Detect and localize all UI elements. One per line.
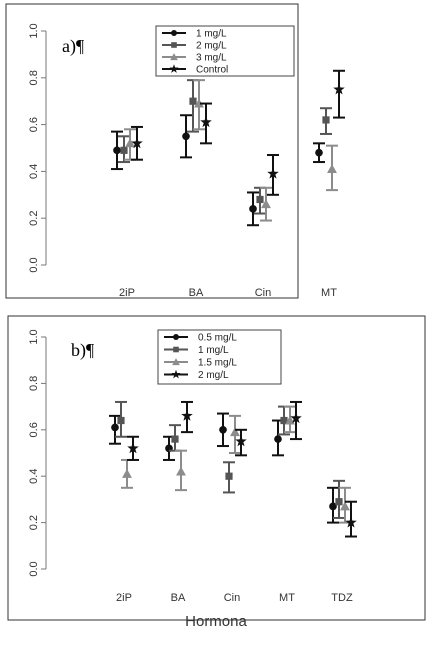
data-point [340, 501, 350, 511]
data-point [322, 116, 330, 124]
legend-marker [170, 53, 178, 61]
legend-marker [173, 334, 179, 340]
y-tick-label: 0.8 [28, 70, 40, 85]
y-tick-label: 0.4 [28, 469, 40, 484]
data-point [194, 98, 204, 108]
panel-label: b)¶ [71, 340, 94, 361]
legend-label: Control [196, 65, 228, 76]
series-1 [109, 412, 339, 524]
chart-panel-2: 0.0 0.2 0.4 0.6 0.8 1.0 2iP BA Cin MT TDZ Hormona b)… [7, 315, 426, 630]
legend-marker [171, 42, 177, 48]
chart-panel-1: 0.0 0.2 0.4 0.6 0.8 1.0 2iP BA Cin MT a)¶ 1 mg/L2 m… [5, 3, 345, 299]
y-tick-label: 0.6 [28, 422, 40, 437]
legend-label: 3 mg/L [196, 53, 227, 64]
legend-label: 1 mg/L [196, 29, 227, 40]
series-3 [121, 405, 351, 524]
panel-label: a)¶ [62, 36, 84, 57]
data-point [200, 116, 212, 128]
legend-label: 1 mg/L [198, 345, 229, 356]
x-tick-label: 2iP [119, 287, 135, 299]
data-point [274, 435, 282, 443]
data-point [171, 435, 179, 443]
data-point [120, 146, 128, 154]
data-point [235, 435, 247, 447]
legend-marker [173, 346, 179, 353]
legend-marker [171, 30, 177, 36]
y-tick-label: 0.4 [28, 164, 40, 179]
data-point [113, 146, 121, 155]
legend-box [155, 25, 295, 77]
series-3 [124, 79, 338, 222]
y-tick-label: 0.6 [28, 117, 40, 132]
data-point [335, 498, 343, 506]
x-tick-label: BA [171, 592, 186, 604]
data-point [230, 427, 240, 437]
data-point [267, 167, 279, 179]
data-point [122, 468, 132, 478]
y-tick-label: 1.0 [28, 23, 40, 38]
data-point [219, 425, 227, 434]
data-point [181, 409, 193, 421]
series-2 [118, 79, 332, 215]
y-tick-label: 0.8 [28, 376, 40, 391]
x-tick-label: Cin [255, 287, 272, 299]
data-point [127, 442, 139, 454]
x-tick-label: MT [279, 592, 295, 604]
data-point [329, 502, 337, 511]
data-point [117, 416, 125, 425]
series-2 [115, 400, 345, 519]
legend-marker [169, 64, 179, 73]
x-tick-label: 2iP [116, 592, 132, 604]
chart-frame [5, 3, 299, 299]
y-tick-label: 0.0 [28, 561, 40, 576]
data-point [290, 412, 302, 424]
legend: 0.5 mg/L1 mg/L 1.5 mg/L2 mg/L [157, 329, 282, 385]
x-tick-label: TDZ [331, 592, 353, 604]
legend-label: 1.5 mg/L [198, 358, 237, 369]
data-point [315, 148, 323, 157]
data-point [285, 415, 295, 425]
y-tick-label: 1.0 [28, 329, 40, 344]
x-axis-label: Hormona [185, 613, 247, 630]
data-point [182, 132, 190, 141]
data-point [176, 466, 186, 476]
data-point [225, 472, 233, 480]
series-1 [111, 114, 325, 227]
data-point [345, 516, 357, 528]
data-point [261, 199, 271, 209]
data-point [256, 195, 264, 204]
legend-label: 0.5 mg/L [198, 333, 237, 344]
data-point [333, 83, 345, 95]
data-point [111, 423, 119, 432]
data-point [249, 205, 257, 213]
data-point [280, 416, 288, 425]
x-tick-label: MT [321, 287, 337, 299]
data-point [327, 164, 337, 174]
legend-marker [172, 358, 180, 366]
series-4 [131, 69, 345, 196]
chart-frame [7, 315, 426, 621]
y-tick-label: 0.2 [28, 211, 40, 226]
data-point [125, 138, 135, 148]
x-tick-label: BA [189, 287, 204, 299]
legend-label: 2 mg/L [198, 370, 229, 381]
legend-marker [171, 369, 181, 379]
series-4 [127, 400, 357, 538]
x-tick-label: Cin [224, 592, 241, 604]
y-tick-label: 0.0 [28, 257, 40, 272]
data-point [189, 97, 197, 105]
legend-label: 2 mg/L [196, 41, 227, 52]
data-point [131, 137, 143, 149]
y-tick-label: 0.2 [28, 515, 40, 530]
